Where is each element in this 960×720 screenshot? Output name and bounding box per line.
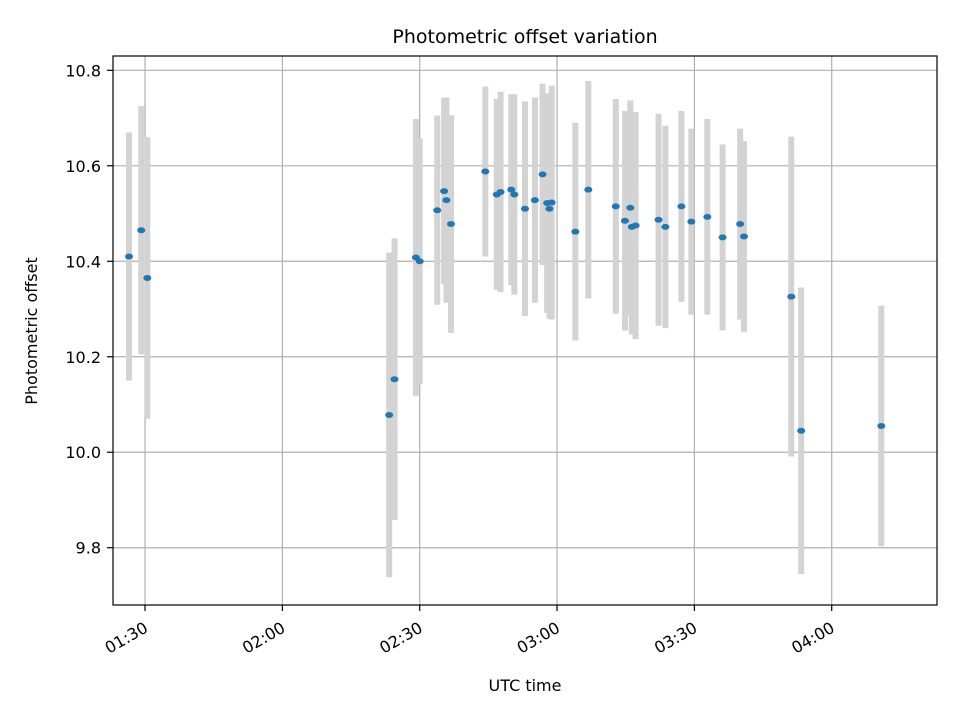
data-point bbox=[797, 427, 806, 434]
data-point bbox=[125, 253, 134, 260]
data-point bbox=[143, 274, 152, 281]
data-point bbox=[385, 411, 394, 418]
data-point bbox=[718, 234, 727, 241]
y-tick-label: 9.8 bbox=[76, 539, 101, 558]
data-point bbox=[703, 213, 712, 220]
data-point bbox=[510, 191, 519, 198]
data-points bbox=[125, 168, 886, 434]
data-point bbox=[442, 197, 451, 204]
data-point bbox=[677, 203, 686, 210]
y-axis-label: Photometric offset bbox=[22, 257, 41, 405]
data-point bbox=[661, 223, 670, 230]
data-point bbox=[390, 376, 399, 383]
data-point bbox=[611, 203, 620, 210]
data-point bbox=[538, 171, 547, 178]
y-tick-label: 10.6 bbox=[65, 157, 101, 176]
data-point bbox=[415, 258, 424, 265]
data-point bbox=[545, 205, 554, 212]
data-point bbox=[530, 197, 539, 204]
data-point bbox=[584, 186, 593, 193]
data-point bbox=[877, 422, 886, 429]
data-point bbox=[631, 222, 640, 229]
data-point bbox=[137, 227, 146, 234]
data-point bbox=[547, 199, 556, 206]
data-point bbox=[654, 216, 663, 223]
data-point bbox=[440, 188, 449, 195]
data-point bbox=[571, 228, 580, 235]
data-point bbox=[736, 221, 745, 228]
data-point bbox=[496, 189, 505, 196]
data-point bbox=[521, 205, 529, 212]
data-point bbox=[481, 168, 490, 175]
y-axis: 9.8 10.0 10.2 10.4 10.6 10.8 bbox=[65, 61, 113, 558]
x-axis-label: UTC time bbox=[489, 676, 562, 695]
data-point bbox=[626, 204, 635, 211]
data-point bbox=[739, 233, 748, 240]
y-tick-label: 10.4 bbox=[65, 252, 101, 271]
data-point bbox=[507, 186, 516, 193]
y-tick-label: 10.2 bbox=[65, 348, 101, 367]
data-point bbox=[620, 217, 629, 224]
y-tick-label: 10.0 bbox=[65, 443, 101, 462]
chart-title: Photometric offset variation bbox=[392, 26, 657, 48]
plot-frame bbox=[112, 55, 938, 606]
data-point bbox=[433, 207, 442, 214]
y-tick-label: 10.8 bbox=[65, 61, 101, 80]
data-point bbox=[687, 218, 696, 225]
data-point bbox=[446, 221, 455, 228]
data-point bbox=[787, 293, 796, 300]
